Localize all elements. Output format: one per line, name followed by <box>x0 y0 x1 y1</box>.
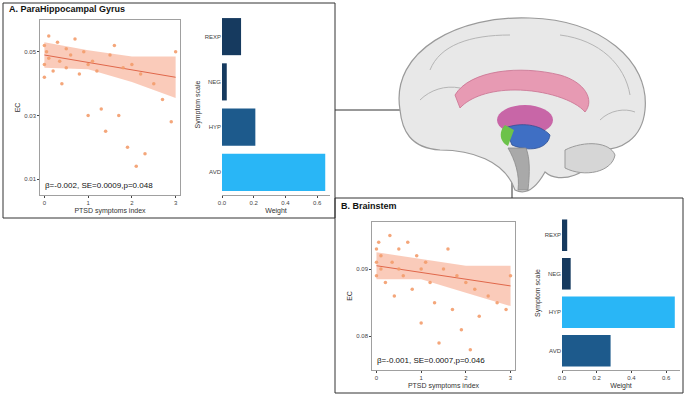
svg-text:PTSD symptoms index: PTSD symptoms index <box>408 382 480 390</box>
svg-text:EC: EC <box>346 291 353 301</box>
svg-text:Weight: Weight <box>610 382 632 390</box>
svg-text:0.6: 0.6 <box>313 200 322 206</box>
svg-text:0.03: 0.03 <box>24 113 36 119</box>
svg-text:REXP: REXP <box>545 232 561 238</box>
svg-text:0.0: 0.0 <box>218 200 227 206</box>
svg-text:Symptom scale: Symptom scale <box>194 80 202 128</box>
svg-text:0.08: 0.08 <box>356 333 368 339</box>
svg-text:AVD: AVD <box>549 348 562 354</box>
svg-text:B. Brainstem: B. Brainstem <box>341 201 397 211</box>
svg-text:0.6: 0.6 <box>662 375 671 381</box>
svg-text:0: 0 <box>375 375 379 381</box>
svg-text:0.4: 0.4 <box>281 200 290 206</box>
svg-text:A. ParaHippocampal Gyrus: A. ParaHippocampal Gyrus <box>9 4 125 14</box>
svg-text:Weight: Weight <box>265 207 287 215</box>
svg-text:HYP: HYP <box>209 124 221 130</box>
svg-text:AVD: AVD <box>209 169 222 175</box>
svg-text:NEG: NEG <box>548 271 561 277</box>
svg-text:REXP: REXP <box>205 34 221 40</box>
svg-text:2: 2 <box>464 375 468 381</box>
svg-text:β=-0.002, SE=0.0009,p=0.048: β=-0.002, SE=0.0009,p=0.048 <box>45 181 153 190</box>
svg-text:PTSD symptoms index: PTSD symptoms index <box>74 207 146 215</box>
svg-text:1: 1 <box>86 200 90 206</box>
svg-text:0.05: 0.05 <box>24 49 36 55</box>
svg-text:β=-0.001, SE=0.0007,p=0.046: β=-0.001, SE=0.0007,p=0.046 <box>377 356 485 365</box>
svg-text:0.0: 0.0 <box>558 375 567 381</box>
svg-text:3: 3 <box>509 375 513 381</box>
svg-text:0.09: 0.09 <box>356 266 368 272</box>
svg-text:0.2: 0.2 <box>250 200 259 206</box>
svg-text:0.4: 0.4 <box>627 375 636 381</box>
svg-text:HYP: HYP <box>549 309 561 315</box>
svg-text:2: 2 <box>130 200 134 206</box>
svg-text:0.01: 0.01 <box>24 176 36 182</box>
svg-text:3: 3 <box>174 200 178 206</box>
svg-text:NEG: NEG <box>208 79 221 85</box>
svg-text:Symptom scale: Symptom scale <box>534 269 542 317</box>
svg-text:0: 0 <box>43 200 47 206</box>
svg-text:0.2: 0.2 <box>593 375 602 381</box>
svg-text:1: 1 <box>419 375 423 381</box>
svg-text:EC: EC <box>14 103 21 113</box>
